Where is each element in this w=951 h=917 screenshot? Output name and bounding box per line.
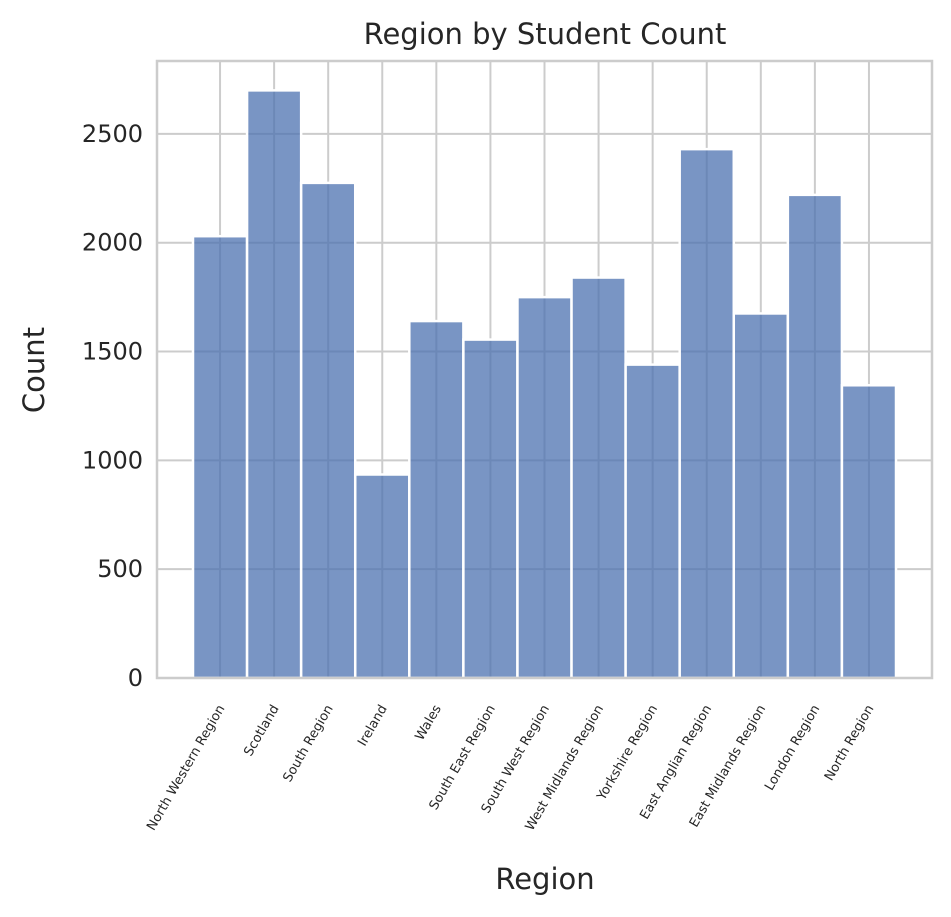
x-tick-label: Scotland [241,703,282,759]
bar [840,384,898,680]
bars [191,89,898,680]
bar [408,319,465,680]
bar [732,312,790,680]
bar [570,276,627,680]
bar [624,363,681,680]
x-tick-label: Yorkshire Region [594,703,661,804]
x-tick-label: Ireland [355,703,390,749]
chart-title: Region by Student Count [364,17,727,51]
y-tick-label: 500 [97,555,143,583]
plot-frame [155,59,934,680]
x-tick-label: South Region [280,703,336,785]
x-tick-label: Wales [413,702,445,743]
x-axis-title: Region [495,862,594,896]
y-tick-labels: 0 500 1000 1500 2000 2500 [82,120,143,692]
x-tick-label: North Region [822,703,877,784]
x-tick-label: London Region [762,703,823,794]
y-tick-label: 2500 [82,120,143,148]
bar [299,181,357,680]
bar [786,193,844,680]
y-tick-label: 1000 [82,446,143,474]
bar [516,295,573,680]
bar [191,234,249,680]
y-tick-label: 0 [128,664,143,692]
bar [353,473,411,680]
y-tick-label: 2000 [82,229,143,257]
bar [678,147,736,680]
x-tick-label: North Western Region [144,703,228,834]
y-axis-title: Count [17,327,51,413]
y-tick-label: 1500 [82,338,143,366]
bar [462,338,519,680]
bar [245,89,303,680]
